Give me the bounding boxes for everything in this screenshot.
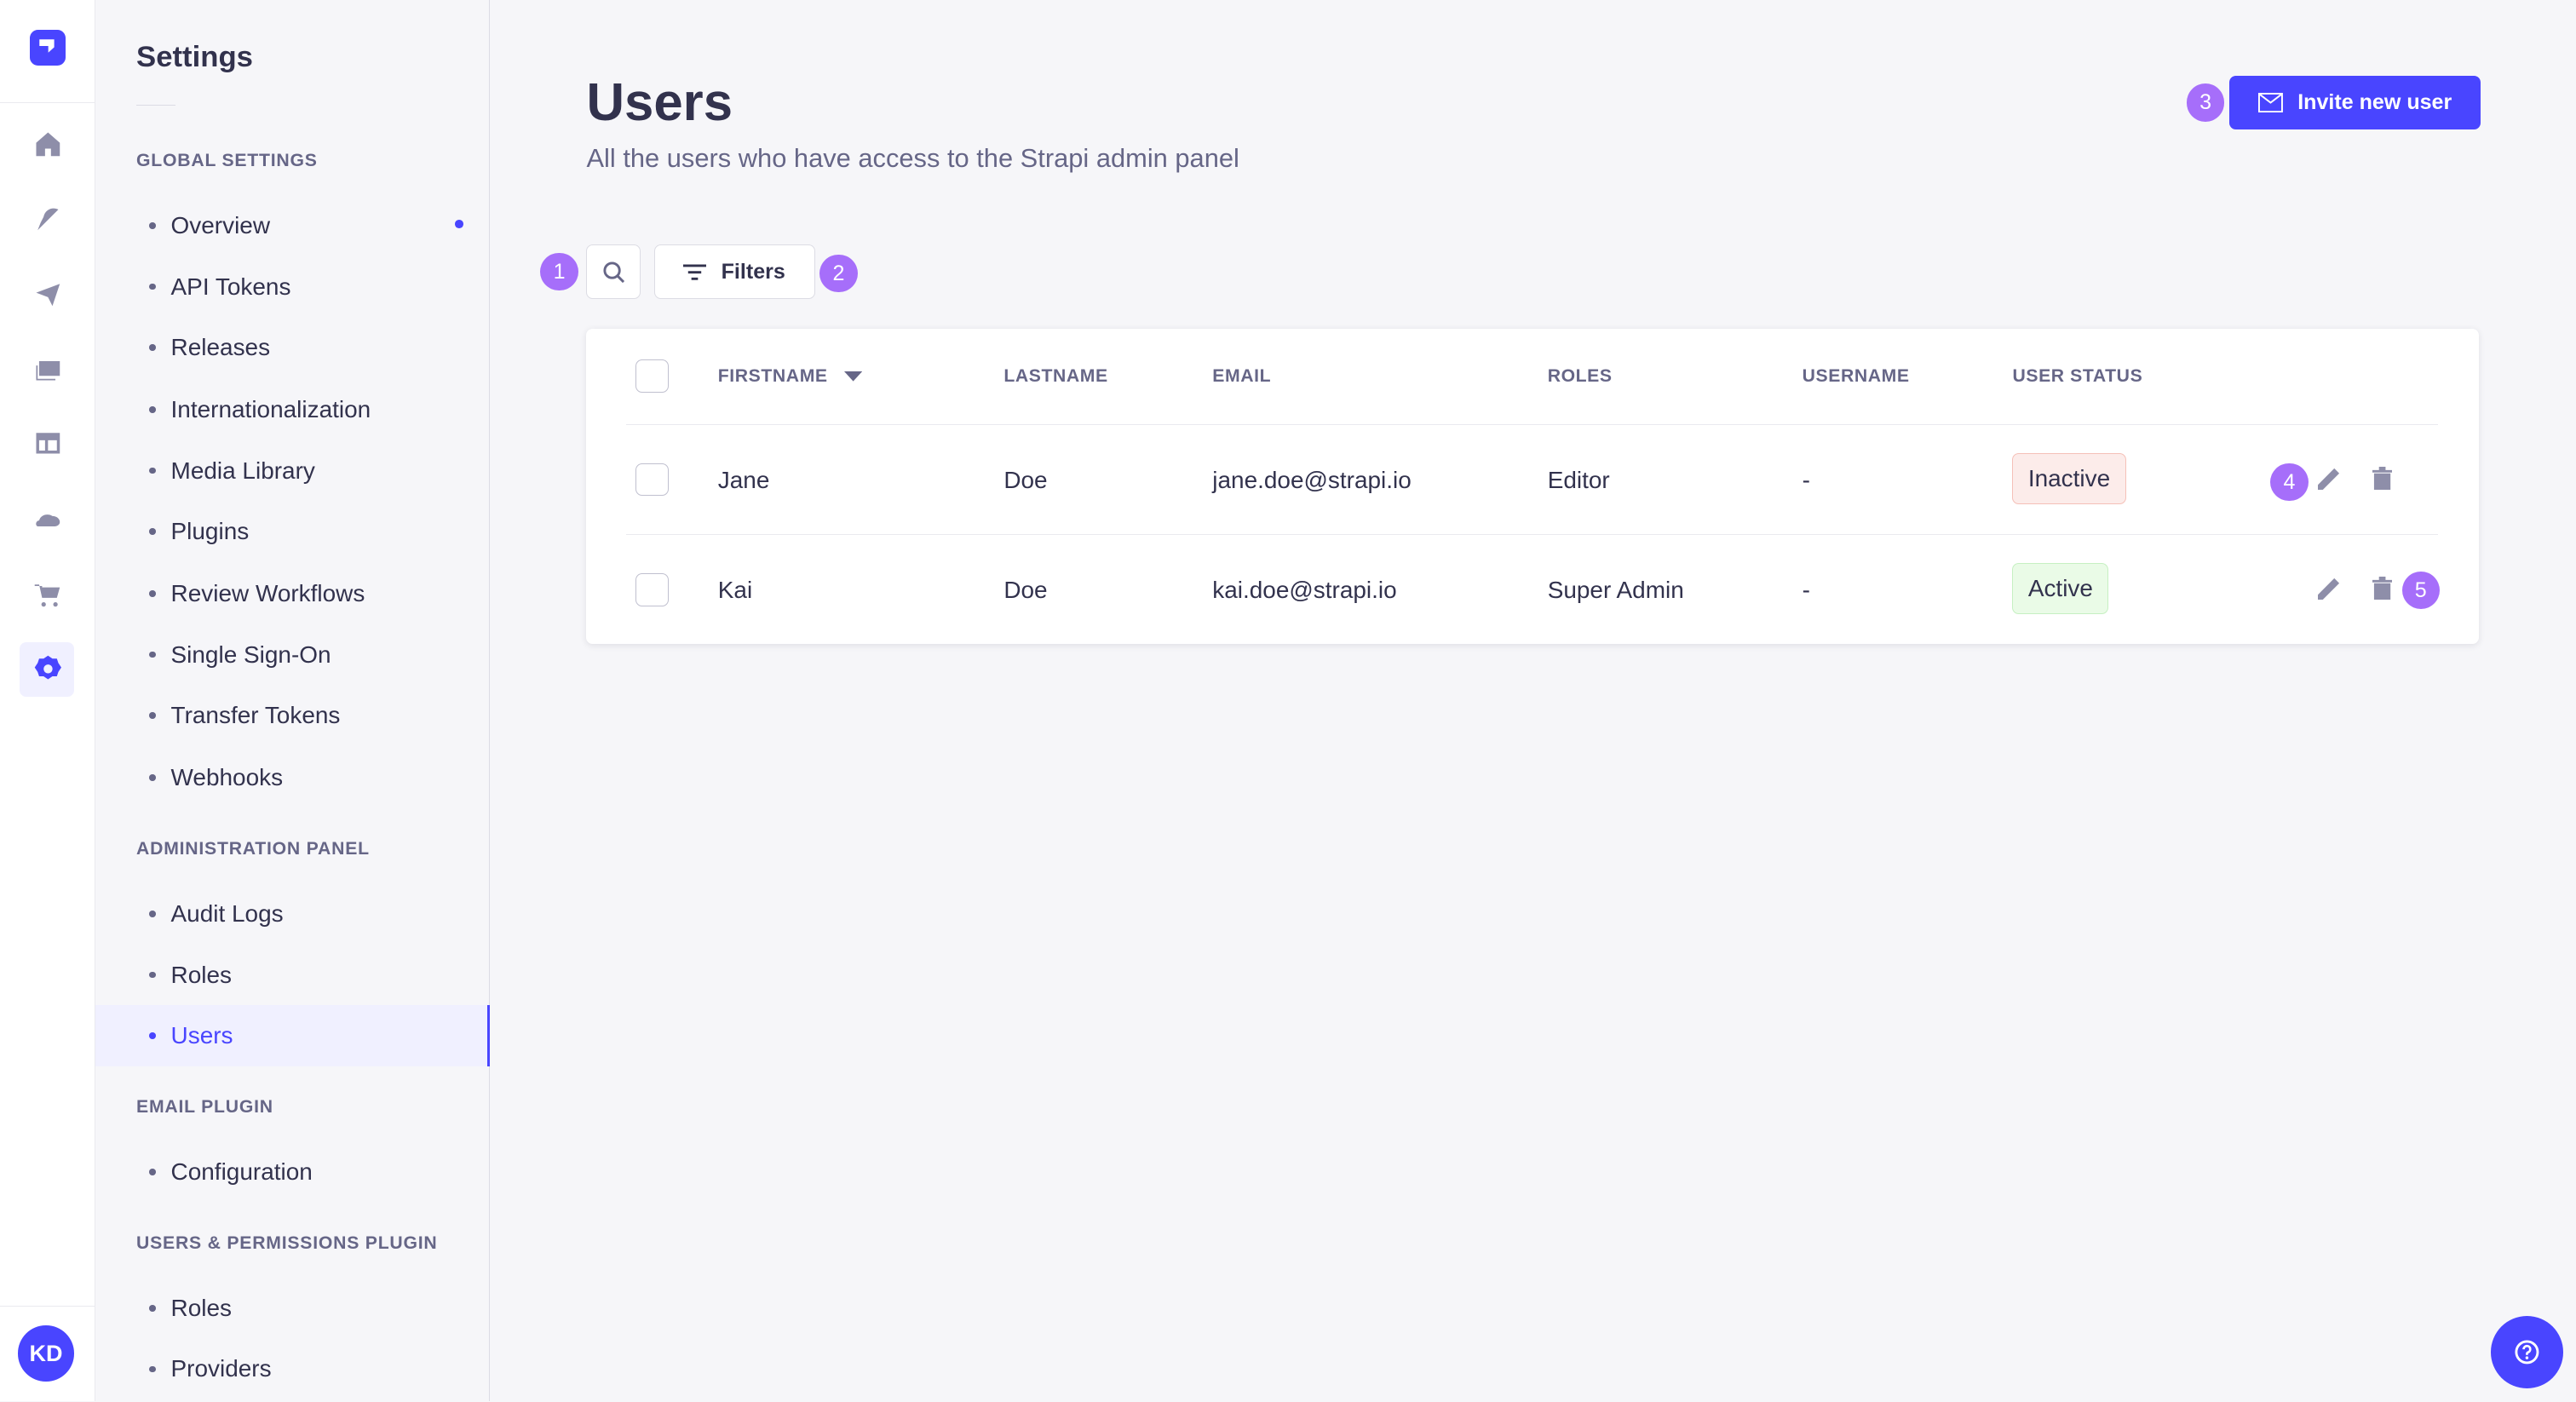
edit-pencil-icon[interactable] — [2318, 467, 2341, 490]
sidebar-item-releases[interactable]: Releases — [95, 317, 490, 377]
status-badge: Inactive — [2012, 453, 2126, 505]
sidebar-item-roles[interactable]: Roles — [95, 945, 490, 1005]
invite-label: Invite new user — [2297, 90, 2452, 115]
sidebar-item-up-roles[interactable]: Roles — [95, 1278, 490, 1338]
header-email[interactable]: EMAIL — [1212, 366, 1272, 387]
main-nav: KD — [0, 0, 95, 1402]
sidebar-item-overview[interactable]: Overview — [95, 195, 490, 256]
cloud-icon[interactable] — [30, 501, 66, 537]
cell-username: - — [1802, 466, 1810, 493]
cell-firstname: Jane — [717, 466, 770, 493]
sidebar-item-webhooks[interactable]: Webhooks — [95, 747, 490, 807]
cell-firstname: Kai — [717, 576, 753, 603]
divider — [625, 533, 2438, 535]
filter-icon — [683, 264, 707, 280]
search-button[interactable] — [586, 244, 641, 299]
annotation-badge: 3 — [2186, 83, 2225, 122]
envelope-icon — [2257, 92, 2283, 113]
page-subtitle: All the users who have access to the Str… — [586, 142, 1239, 173]
annotation-badge: 5 — [2401, 572, 2440, 610]
content-manager-icon[interactable] — [30, 200, 66, 236]
sidebar-title: Settings — [136, 41, 253, 74]
cell-roles: Super Admin — [1547, 576, 1684, 603]
trash-icon[interactable] — [2372, 576, 2392, 600]
sidebar-item-plugins[interactable]: Plugins — [95, 501, 490, 561]
divider — [0, 1306, 95, 1307]
sidebar-item-media-library[interactable]: Media Library — [95, 440, 490, 501]
section-global-settings: GLOBAL SETTINGS — [136, 151, 318, 171]
content-type-builder-icon[interactable] — [30, 425, 66, 461]
header-lastname[interactable]: LASTNAME — [1003, 366, 1108, 387]
cell-email: jane.doe@strapi.io — [1212, 466, 1412, 493]
page-title: Users — [586, 72, 733, 132]
header-roles: ROLES — [1547, 366, 1613, 387]
sort-down-icon — [843, 371, 863, 382]
notification-dot — [455, 220, 463, 229]
settings-nav-item[interactable] — [20, 642, 74, 697]
settings-icon[interactable] — [30, 651, 66, 687]
cell-email: kai.doe@strapi.io — [1212, 576, 1397, 603]
sidebar-item-audit-logs[interactable]: Audit Logs — [95, 884, 490, 945]
users-table: FIRSTNAME LASTNAME EMAIL ROLES USERNAME … — [586, 328, 2480, 644]
sidebar-item-sso[interactable]: Single Sign-On — [95, 624, 490, 685]
select-all-checkbox[interactable] — [635, 359, 669, 393]
sidebar-item-review-workflows[interactable]: Review Workflows — [95, 563, 490, 623]
cell-lastname: Doe — [1003, 576, 1048, 603]
header-firstname[interactable]: FIRSTNAME — [718, 366, 863, 387]
row-checkbox[interactable] — [635, 573, 669, 606]
divider — [136, 105, 176, 106]
invite-new-user-button[interactable]: Invite new user — [2229, 75, 2481, 130]
sidebar-item-internationalization[interactable]: Internationalization — [95, 379, 490, 440]
filters-label: Filters — [721, 259, 785, 284]
section-email-plugin: EMAIL PLUGIN — [136, 1097, 273, 1118]
divider — [0, 101, 95, 103]
section-administration-panel: ADMINISTRATION PANEL — [136, 839, 370, 859]
sidebar-item-configuration[interactable]: Configuration — [95, 1141, 490, 1202]
cell-username: - — [1802, 576, 1810, 603]
question-icon — [2515, 1340, 2539, 1365]
header-username[interactable]: USERNAME — [1802, 366, 1910, 387]
avatar[interactable]: KD — [18, 1325, 74, 1382]
status-badge: Active — [2012, 563, 2109, 615]
marketplace-icon[interactable] — [30, 577, 66, 612]
search-icon — [603, 261, 624, 283]
sidebar-item-providers[interactable]: Providers — [95, 1339, 490, 1399]
annotation-badge: 1 — [540, 252, 578, 291]
help-button[interactable] — [2490, 1315, 2563, 1388]
filters-button[interactable]: Filters — [653, 244, 815, 299]
settings-sidebar: Settings GLOBAL SETTINGS Overview API To… — [95, 0, 490, 1402]
divider — [625, 423, 2438, 425]
cell-roles: Editor — [1547, 466, 1610, 493]
media-library-icon[interactable] — [30, 352, 66, 388]
edit-pencil-icon[interactable] — [2318, 577, 2341, 600]
row-checkbox[interactable] — [635, 463, 669, 497]
home-icon[interactable] — [30, 126, 66, 162]
cell-lastname: Doe — [1003, 466, 1048, 493]
strapi-logo[interactable] — [29, 29, 66, 66]
trash-icon[interactable] — [2372, 466, 2392, 490]
annotation-badge: 2 — [819, 254, 858, 293]
annotation-badge: 4 — [2270, 463, 2309, 502]
header-user-status: USER STATUS — [2012, 366, 2143, 387]
sidebar-item-users[interactable]: Users — [95, 1005, 490, 1066]
deploy-icon[interactable] — [30, 276, 66, 312]
sidebar-item-transfer-tokens[interactable]: Transfer Tokens — [95, 685, 490, 745]
sidebar-item-api-tokens[interactable]: API Tokens — [95, 256, 490, 317]
section-users-permissions: USERS & PERMISSIONS PLUGIN — [136, 1233, 438, 1254]
